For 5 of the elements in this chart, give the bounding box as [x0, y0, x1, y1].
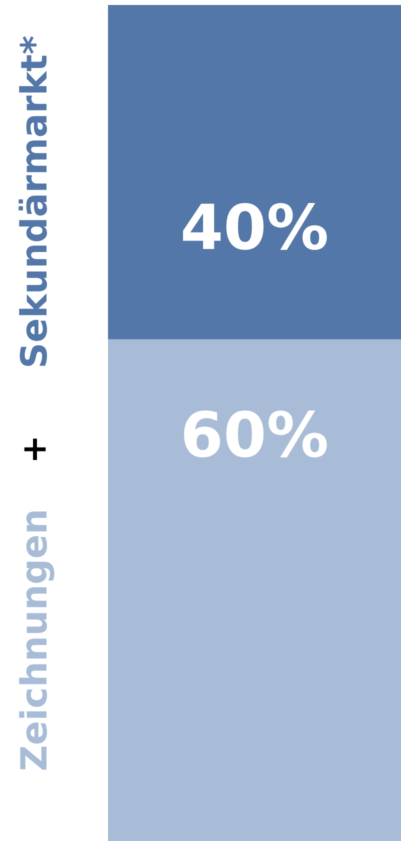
- data-label: 60%: [180, 398, 329, 472]
- text: Sekundärmarkt*: [14, 36, 56, 369]
- data-label: 40%: [180, 191, 329, 264]
- text: +: [20, 429, 50, 470]
- text: Zeichnungen: [14, 508, 56, 772]
